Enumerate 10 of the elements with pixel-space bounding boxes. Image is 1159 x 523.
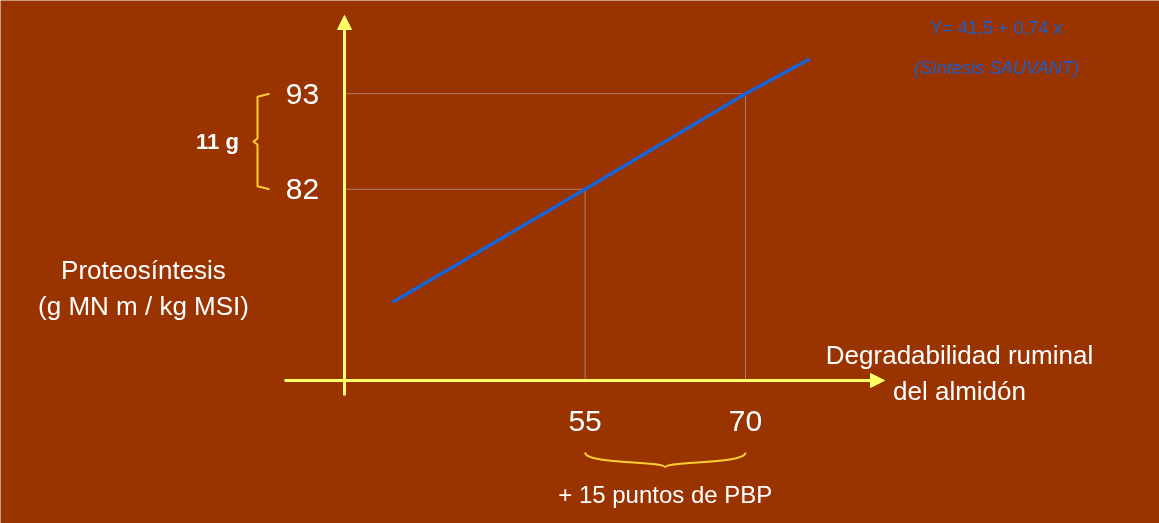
text: Y= 41,5 + 0,74 x — [930, 17, 1063, 38]
y-tick-label: 93 — [285, 76, 320, 110]
text: + 15 puntos de PBP — [558, 481, 773, 508]
x-tick-label: 70 — [728, 403, 763, 437]
text: 11 g — [196, 129, 239, 155]
y-axis-title: Proteosíntesis (g MN m / kg MSI) — [38, 254, 249, 321]
x-tick-label: 55 — [568, 403, 602, 437]
text: (Síntesis SAUVANT) — [913, 57, 1080, 78]
x-axis-title: Degradabilidad ruminal del almidón — [825, 339, 1094, 406]
y-tick-label: 82 — [285, 172, 320, 206]
